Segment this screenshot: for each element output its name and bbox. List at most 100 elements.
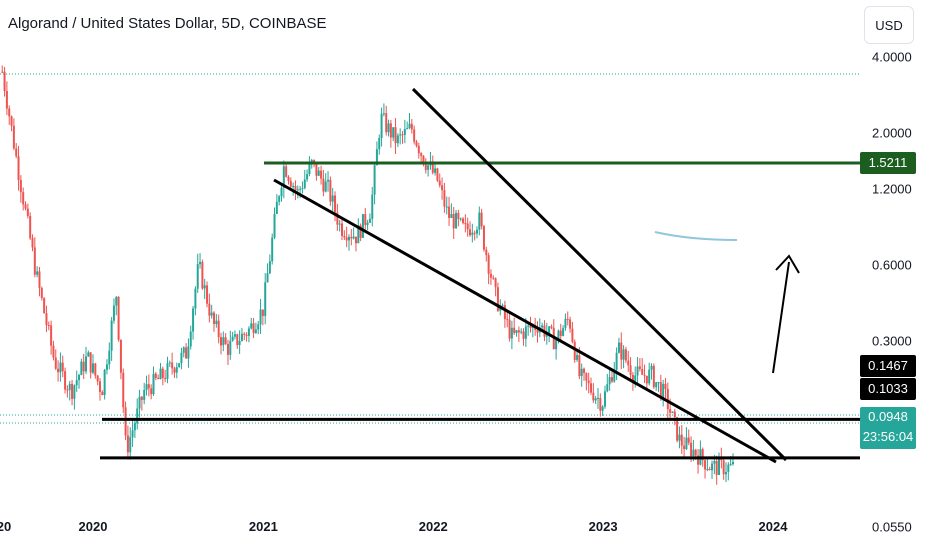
candle: [187, 338, 190, 368]
x-tick-label: 2023: [588, 519, 618, 534]
candle-body: [33, 247, 36, 275]
candle: [278, 194, 281, 206]
candle: [471, 223, 474, 243]
candle-body: [68, 383, 71, 391]
candle: [401, 131, 404, 144]
candle: [226, 339, 229, 365]
candle-body: [8, 108, 11, 117]
candle-body: [203, 285, 206, 289]
candle-body: [159, 368, 162, 380]
candle: [154, 371, 157, 381]
candle: [271, 233, 274, 265]
candle-body: [482, 226, 485, 250]
candle-body: [133, 423, 136, 431]
candle: [601, 405, 604, 416]
candle-body: [264, 282, 267, 317]
candle: [334, 191, 337, 222]
candle-body: [343, 235, 346, 238]
candle: [478, 206, 481, 236]
candle-body: [715, 460, 718, 475]
candle-body: [117, 296, 120, 340]
candle: [224, 333, 227, 345]
candle: [219, 332, 222, 355]
candle: [240, 327, 243, 342]
candle: [315, 162, 318, 181]
candle: [192, 305, 195, 340]
candle: [555, 336, 558, 360]
candle: [354, 236, 357, 252]
candle: [708, 466, 711, 471]
candle: [515, 329, 518, 337]
candle: [643, 364, 646, 384]
candle-body: [613, 369, 616, 382]
candle-body: [341, 223, 344, 236]
candle: [662, 379, 665, 407]
candle: [731, 453, 734, 466]
candle: [596, 387, 599, 409]
candle-body: [29, 215, 32, 239]
candle-body: [536, 329, 539, 333]
candle: [203, 278, 206, 299]
candle-body: [294, 186, 297, 191]
candle-body: [226, 343, 229, 355]
candle-body: [459, 218, 462, 220]
price-badge: 0.1467: [860, 355, 916, 377]
candle-body: [196, 264, 199, 289]
candle-body: [296, 189, 299, 191]
candle: [10, 115, 13, 132]
x-tick-label: 20: [0, 519, 12, 534]
candle: [47, 321, 50, 331]
candle-body: [5, 90, 8, 109]
candle-body: [664, 383, 667, 389]
candle-body: [408, 123, 411, 128]
candle: [101, 390, 104, 396]
candle-body: [301, 188, 304, 190]
candle-body: [64, 371, 67, 390]
candle-body: [136, 408, 139, 424]
candle-body: [627, 360, 630, 366]
candle-body: [417, 145, 420, 154]
candle-body: [364, 214, 367, 225]
candle-body: [12, 125, 15, 149]
candle-body: [576, 355, 579, 360]
candle: [345, 226, 348, 248]
candle: [43, 297, 46, 314]
candle: [350, 228, 353, 246]
candle-body: [622, 349, 625, 360]
candle-body: [338, 223, 341, 225]
candle: [117, 296, 120, 342]
candle: [722, 457, 725, 480]
candle-body: [292, 186, 295, 188]
candle: [164, 369, 167, 383]
candle-body: [550, 326, 553, 328]
candle: [15, 143, 18, 159]
x-tick-label: 2020: [78, 519, 108, 534]
candle-body: [406, 127, 409, 129]
candle: [338, 219, 341, 232]
candle: [587, 372, 590, 394]
candle-body: [271, 237, 274, 262]
candle: [275, 194, 278, 215]
candle: [322, 169, 325, 197]
candle-body: [692, 449, 695, 457]
candle: [245, 332, 248, 342]
candle-body: [320, 170, 323, 179]
candle: [19, 175, 22, 203]
candle: [573, 339, 576, 363]
candle-body: [122, 372, 125, 408]
candle-body: [224, 337, 227, 344]
candle: [494, 277, 497, 297]
candle-body: [599, 397, 602, 411]
candle-body: [87, 352, 90, 357]
currency-selector[interactable]: USD: [864, 6, 914, 44]
candle-body: [443, 190, 446, 207]
candle-body: [708, 469, 711, 471]
candle: [85, 346, 88, 374]
candle-body: [555, 340, 558, 350]
candle: [94, 362, 97, 379]
candle: [199, 253, 202, 269]
candle: [680, 425, 683, 454]
candle: [503, 300, 506, 328]
candle: [552, 319, 555, 350]
